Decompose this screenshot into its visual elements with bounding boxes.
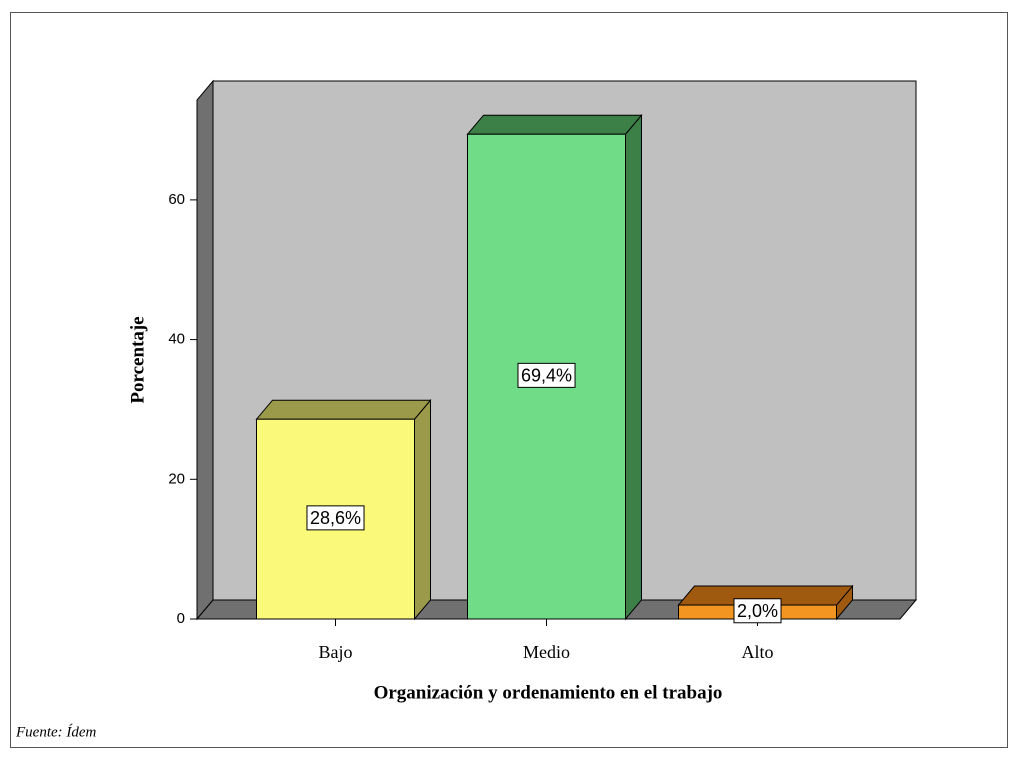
x-axis-label: Organización y ordenamiento en el trabaj… bbox=[374, 682, 723, 703]
y-tick-label: 40 bbox=[168, 331, 185, 348]
bar-top bbox=[255, 399, 432, 420]
y-tick-label: 20 bbox=[168, 470, 185, 487]
value-label: 2,0% bbox=[737, 601, 778, 621]
y-axis-label: Porcentaje bbox=[127, 316, 148, 403]
bar-top bbox=[466, 114, 643, 135]
value-label-box bbox=[733, 598, 782, 624]
value-label: 69,4% bbox=[521, 365, 572, 385]
bar-side bbox=[625, 113, 642, 621]
x-tick-label: Alto bbox=[741, 642, 773, 662]
value-label-box bbox=[306, 505, 365, 531]
footnote: Fuente: Ídem bbox=[15, 723, 97, 740]
value-label: 28,6% bbox=[310, 508, 361, 528]
bar-side bbox=[414, 398, 431, 621]
value-label-box bbox=[517, 362, 576, 388]
y-tick-label: 60 bbox=[168, 191, 185, 208]
left-wall bbox=[196, 79, 214, 621]
x-tick-label: Medio bbox=[523, 642, 570, 662]
y-tick-label: 0 bbox=[177, 610, 185, 627]
x-tick-label: Bajo bbox=[319, 642, 353, 662]
